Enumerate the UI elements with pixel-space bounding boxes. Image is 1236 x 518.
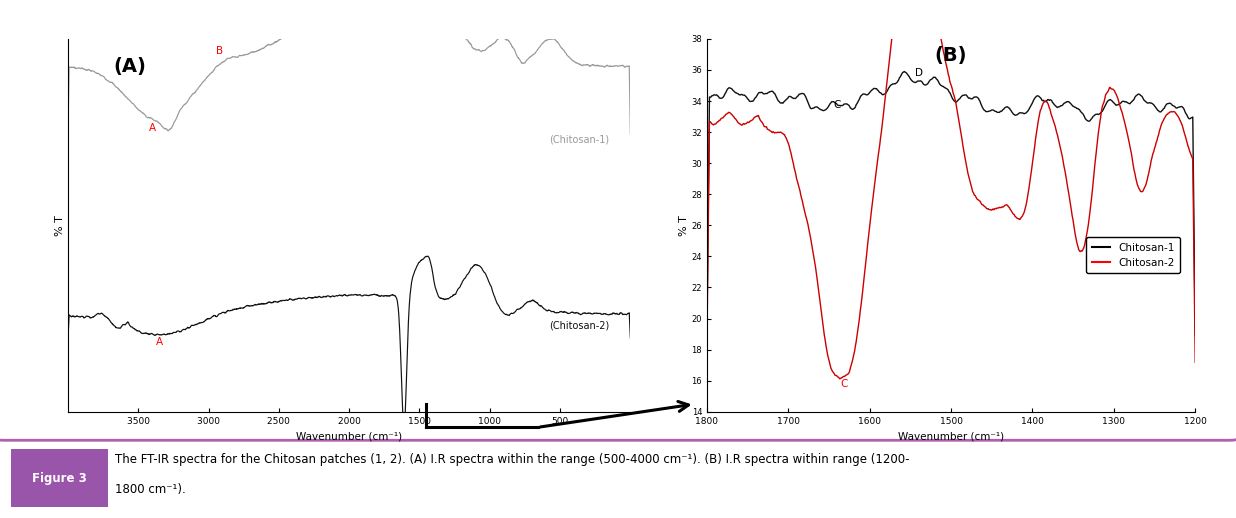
Text: B: B: [216, 46, 224, 56]
X-axis label: Wavenumber (cm⁻¹): Wavenumber (cm⁻¹): [899, 431, 1004, 441]
Text: (A): (A): [112, 57, 146, 77]
Y-axis label: % T: % T: [56, 215, 66, 236]
Text: 1800 cm⁻¹).: 1800 cm⁻¹).: [115, 483, 185, 496]
FancyBboxPatch shape: [0, 0, 1236, 440]
Text: (Chitosan-1): (Chitosan-1): [549, 134, 609, 144]
Text: C: C: [834, 100, 840, 110]
Text: (B): (B): [934, 46, 968, 65]
Text: A: A: [156, 337, 163, 347]
FancyBboxPatch shape: [11, 449, 108, 507]
Text: C: C: [840, 379, 848, 388]
Text: Figure 3: Figure 3: [32, 471, 87, 485]
Text: The FT-IR spectra for the Chitosan patches (1, 2). (A) I.R spectra within the ra: The FT-IR spectra for the Chitosan patch…: [115, 453, 910, 466]
Text: A: A: [148, 123, 156, 133]
Legend: Chitosan-1, Chitosan-2: Chitosan-1, Chitosan-2: [1086, 237, 1180, 273]
Text: D: D: [915, 68, 923, 78]
Y-axis label: % T: % T: [679, 215, 688, 236]
Text: (Chitosan-2): (Chitosan-2): [549, 321, 609, 330]
X-axis label: Wavenumber (cm⁻¹): Wavenumber (cm⁻¹): [297, 431, 402, 441]
